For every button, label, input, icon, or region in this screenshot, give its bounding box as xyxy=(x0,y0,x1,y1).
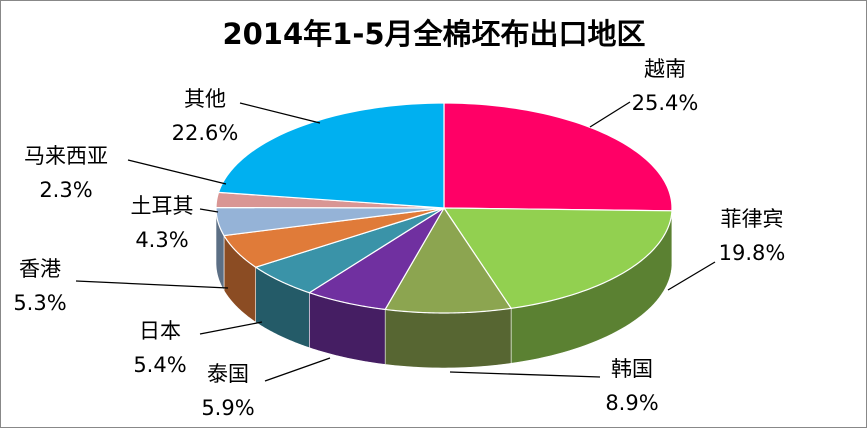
slice-label: 马来西亚 xyxy=(24,144,108,168)
slice-value-label: 5.4% xyxy=(133,353,186,377)
leader-line xyxy=(199,321,263,335)
slice-value-label: 5.3% xyxy=(13,291,66,315)
slice-side xyxy=(384,308,512,369)
slice-1[interactable] xyxy=(443,102,673,212)
slice-5[interactable] xyxy=(254,207,445,294)
slice-value-label: 2.3% xyxy=(39,178,92,202)
slice-value-label: 22.6% xyxy=(172,121,239,145)
slice-value-label: 5.9% xyxy=(201,396,254,420)
slice-label: 韩国 xyxy=(611,357,653,381)
slice-label: 土耳其 xyxy=(131,194,194,218)
slice-9[interactable] xyxy=(217,102,445,209)
slice-label: 越南 xyxy=(644,57,686,81)
slice-label: 日本 xyxy=(139,319,181,343)
slice-2[interactable] xyxy=(442,207,673,309)
slice-value-label: 4.3% xyxy=(135,228,188,252)
leader-line xyxy=(667,261,716,291)
slice-label: 香港 xyxy=(19,257,61,281)
leader-line xyxy=(589,101,631,128)
slice-label: 其他 xyxy=(184,87,226,111)
slice-3[interactable] xyxy=(384,206,513,314)
slice-4[interactable] xyxy=(307,207,445,311)
slice-value-label: 19.8% xyxy=(719,241,786,265)
leader-line xyxy=(449,371,601,378)
slice-label: 泰国 xyxy=(207,362,249,386)
slice-6[interactable] xyxy=(223,207,445,268)
slice-value-label: 8.9% xyxy=(605,391,658,415)
leader-line xyxy=(239,102,321,124)
chart-title: 2014年1-5月全棉坯布出口地区 xyxy=(222,17,645,51)
leader-line xyxy=(127,159,227,185)
slice-label: 菲律宾 xyxy=(721,207,784,231)
slice-value-label: 25.4% xyxy=(632,91,699,115)
leader-line xyxy=(264,357,331,382)
leader-line xyxy=(199,208,219,213)
leader-line xyxy=(75,280,229,289)
